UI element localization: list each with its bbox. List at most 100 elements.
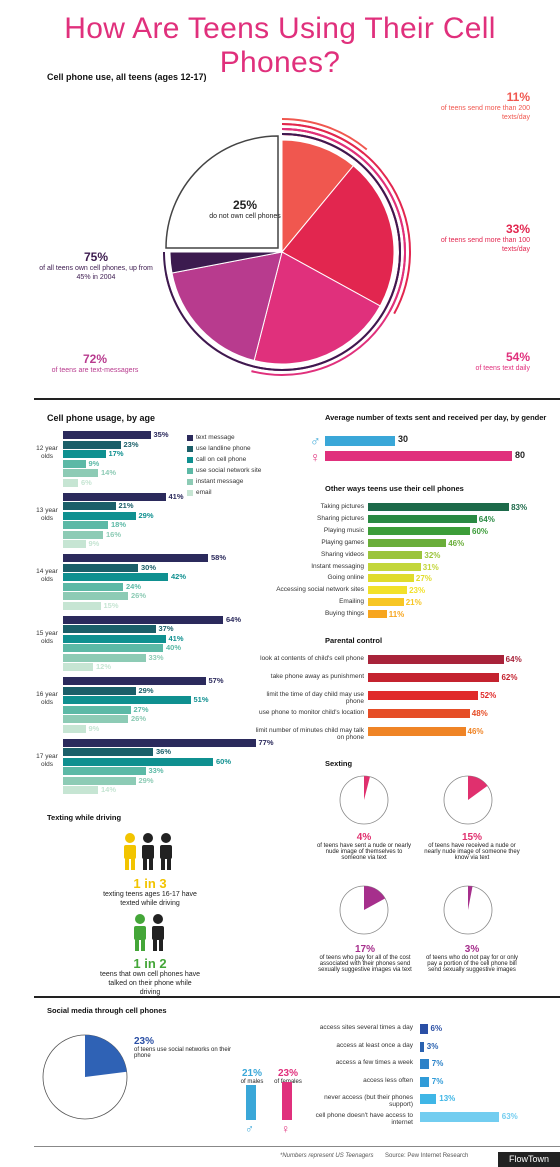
age-bar-1-1 [63,502,116,510]
access-label-5: cell phone doesn't have access to intern… [315,1111,413,1126]
access-bar-3 [420,1076,429,1087]
access-bar-0 [420,1024,428,1034]
age-value-4-1: 29% [138,685,154,695]
pie-slice-1 [281,164,395,307]
age-value-5-4: 29% [138,775,154,785]
other-bar-4 [368,550,423,559]
age-bar-5-1 [63,748,153,756]
label-75-text: of all teens own cell phones, up from 45… [39,265,153,281]
driving-a-text: texting teens ages 16-17 have texted whi… [103,891,197,907]
social-male-icon: ♂ [245,1122,254,1136]
sext-pie-0 [339,775,389,825]
females-text: of females [274,1079,302,1085]
parental-value-0: 64% [505,655,522,664]
males-text: of males [240,1079,264,1085]
people-icons-three [124,833,172,870]
age-bar-2-0 [63,554,208,562]
age-bar-4-5 [63,724,86,733]
age-bar-3-0 [63,615,223,624]
age-value-0-2: 17% [108,449,124,458]
legend-item-1: use landline phone [187,443,261,454]
divider-2 [34,996,560,998]
age-bar-3-5 [63,663,93,671]
parental-bar-3 [368,709,470,718]
age-bar-5-4 [63,776,136,785]
age-value-4-3: 27% [133,704,149,714]
age-value-1-4: 16% [106,529,122,539]
age-value-5-1: 36% [156,747,172,756]
other-value-9: 11% [388,610,405,620]
driving-b-text: teens that own cell phones have talked o… [100,971,201,996]
age-value-3-4: 33% [148,652,164,662]
legend-item-4: instant message [187,476,261,487]
divider-1 [34,398,560,400]
other-bar-1 [368,514,477,523]
age-value-5-3: 33% [148,766,164,775]
label-33-pct: 33% [505,222,530,236]
legend-label-0: text message [196,434,235,441]
female-bar [325,451,512,461]
age-bar-4-3 [63,705,131,714]
other-bar-2 [368,526,470,535]
social-pie-pct: 23% [134,1036,155,1047]
age-bar-5-5 [63,786,98,794]
male-value: 30 [398,434,409,444]
other-value-1: 64% [478,514,495,524]
age-value-0-1: 23% [123,439,139,449]
sext-pie-slice-3 [468,886,473,910]
brand-badge: FlowTown [498,1152,560,1167]
age-bar-4-4 [63,715,128,723]
other-label-4: Sharing videos [321,550,364,558]
age-bar-3-3 [63,644,163,652]
other-value-8: 21% [405,598,422,608]
label-75-pct: 75% [83,250,109,264]
female-value: 80 [515,450,526,460]
age-value-2-3: 24% [126,581,142,591]
access-label-3: access less often [363,1076,413,1084]
age-heading: Cell phone usage, by age [47,413,156,423]
pie-ring-2-1 [251,128,406,376]
other-label-7: Accessing social network sites [276,586,364,594]
pie-heading: Cell phone use, all teens (ages 12-17) [47,72,207,82]
sext-pie-slice-2 [364,886,386,910]
other-bar-0 [368,503,510,511]
social-pie-text: of teens use social networks on their ph… [134,1047,232,1059]
legend-label-2: call on cell phone [196,456,247,463]
sext-3-text: of teens who do not pay for or only pay … [425,955,519,973]
social-pie-slice [85,1035,127,1077]
pie-ring-4-0 [163,133,401,371]
sexting-heading: Sexting [325,759,353,768]
label-72: 72% of teens are text-messagers [40,352,150,375]
age-value-4-0: 57% [208,676,224,685]
age-value-2-0: 58% [211,553,227,562]
footer-rule [34,1146,560,1147]
legend-item-5: email [187,487,261,498]
access-bar-5 [420,1111,499,1122]
access-value-5: 63% [501,1111,518,1121]
sext-0-text: of teens have sent a nude or nearly nude… [316,843,412,861]
other-value-3: 46% [448,538,465,548]
age-group-label-5: 17 year olds [36,752,58,768]
sext-pie-2 [339,885,389,935]
legend-item-2: call on cell phone [187,454,261,465]
age-value-1-3: 18% [111,520,127,529]
age-bar-5-3 [63,767,146,775]
females-label: 23% of females [270,1068,306,1085]
sexting-pies [339,775,493,935]
other-label-1: Sharing pictures [317,514,364,522]
age-bar-3-1 [63,625,156,633]
social-female-icon: ♀ [281,1122,290,1136]
other-bar-6 [368,574,414,583]
other-heading: Other ways teens use their cell phones [325,484,464,493]
sext-2: 17% of teens who pay for all of the cost… [313,944,417,973]
age-bar-2-3 [63,582,123,591]
parental-bar-4 [368,727,466,736]
parental-label-4: limit number of minutes child may talk o… [255,727,364,741]
parental-label-1: take phone away as punishment [270,673,364,680]
age-bar-3-2 [63,634,166,643]
other-label-2: Playing music [323,526,364,534]
age-bar-1-3 [63,521,108,529]
pie-slice-0 [281,139,355,254]
age-value-5-0: 77% [258,737,274,747]
age-bar-0-4 [63,469,98,477]
